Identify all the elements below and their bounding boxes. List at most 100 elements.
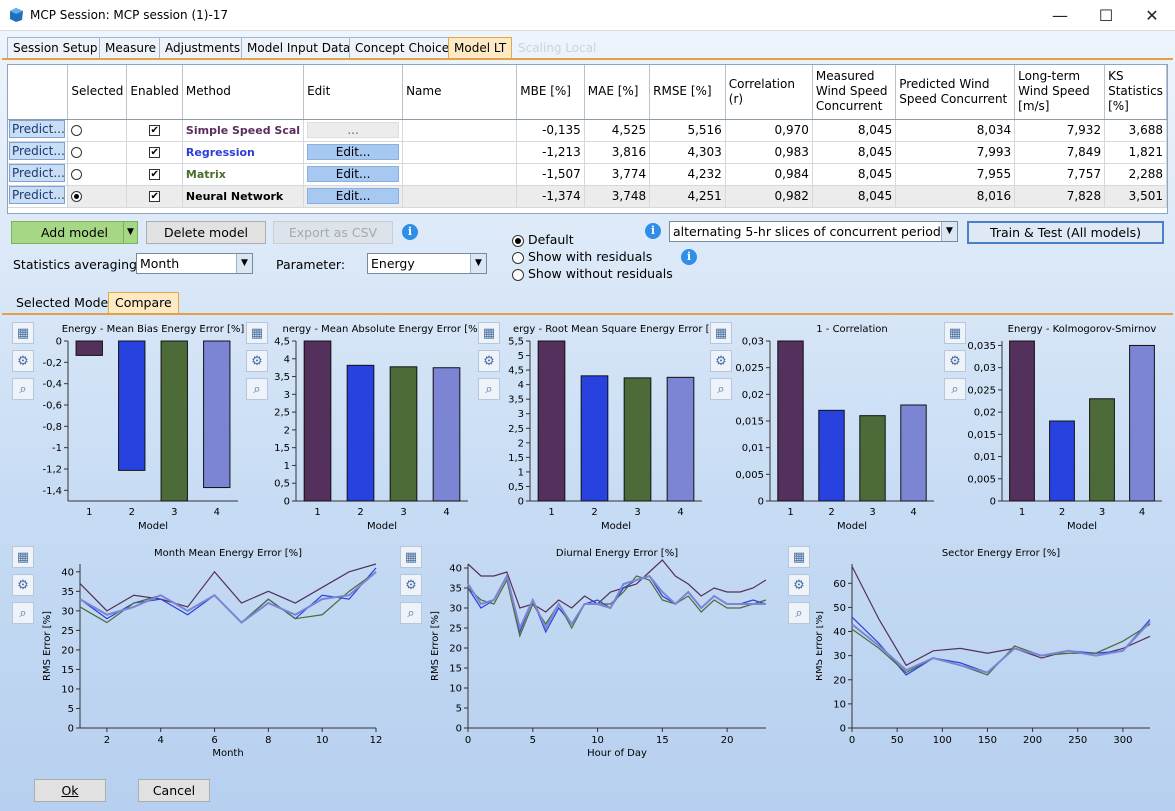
col-correlation: Correlation (r) [725, 65, 813, 120]
table-row[interactable]: Predict... ✔ Neural Network Edit... -1,374 3,… [8, 185, 1167, 208]
zoom-icon[interactable]: ⌕ [12, 602, 34, 624]
settings-gear-icon[interactable]: ⚙ [12, 350, 34, 372]
settings-gear-icon[interactable]: ⚙ [12, 574, 34, 596]
enabled-checkbox[interactable]: ✔ [149, 169, 161, 180]
radio-with-residuals[interactable]: Show with residuals [512, 249, 652, 264]
zoom-icon[interactable]: ⌕ [710, 378, 732, 400]
y-tick-label: 40 [833, 627, 846, 638]
slice-method-select[interactable]: alternating 5-hr slices of concurrent pe… [669, 221, 958, 242]
export-excel-icon[interactable]: ▦ [12, 322, 34, 344]
settings-gear-icon[interactable]: ⚙ [246, 350, 268, 372]
y-tick-label: 0 [518, 497, 524, 508]
enabled-checkbox[interactable]: ✔ [149, 147, 161, 158]
info-icon[interactable]: i [645, 223, 661, 239]
info-icon[interactable]: i [681, 249, 697, 265]
settings-gear-icon[interactable]: ⚙ [478, 350, 500, 372]
y-tick-label: -0,4 [42, 379, 62, 390]
method-cell: Neural Network [182, 185, 305, 208]
zoom-icon[interactable]: ⌕ [944, 378, 966, 400]
minimize-button[interactable]: — [1052, 6, 1068, 25]
bar [580, 375, 609, 502]
cancel-button[interactable]: Cancel [138, 779, 210, 802]
radio-without-residuals[interactable]: Show without residuals [512, 266, 673, 281]
export-excel-icon[interactable]: ▦ [12, 546, 34, 568]
export-excel-icon[interactable]: ▦ [788, 546, 810, 568]
y-tick-label: 35 [449, 584, 462, 595]
tab-model-lt[interactable]: Model LT [448, 37, 513, 58]
selected-radio[interactable] [71, 125, 83, 136]
name-cell[interactable] [402, 185, 518, 208]
x-tick-label: 3 [869, 507, 875, 518]
y-tick-label: 25 [61, 626, 74, 637]
chevron-down-icon[interactable]: ▼ [123, 222, 137, 243]
row-header[interactable]: Predict... [9, 185, 65, 204]
row-header[interactable]: Predict... [9, 163, 65, 182]
y-tick-label: 40 [61, 567, 74, 578]
tab-selected-model[interactable]: Selected Model [16, 295, 112, 310]
line-chart-1: Month Mean Energy Error [%] 0 5 10 15 20 25 30 3… [42, 548, 382, 759]
statistics-averaging-select[interactable]: Month ▼ [136, 253, 253, 274]
ks-cell: 3,501 [1104, 185, 1167, 208]
parameter-select[interactable]: Energy ▼ [367, 253, 487, 274]
y-tick-label: 0 [56, 337, 62, 348]
name-cell[interactable] [402, 119, 518, 142]
edit-button[interactable]: Edit... [307, 166, 400, 182]
selected-radio[interactable] [71, 147, 83, 158]
chevron-down-icon[interactable]: ▼ [470, 254, 486, 273]
edit-button[interactable]: ... [307, 122, 400, 138]
train-test-button[interactable]: Train & Test (All models) [967, 221, 1164, 244]
edit-button[interactable]: Edit... [307, 144, 400, 160]
chevron-down-icon[interactable]: ▼ [941, 222, 957, 241]
selected-radio[interactable] [71, 169, 83, 180]
radio-with-label: Show with residuals [528, 249, 653, 264]
maximize-button[interactable]: ☐ [1098, 6, 1114, 25]
settings-gear-icon[interactable]: ⚙ [944, 350, 966, 372]
zoom-icon[interactable]: ⌕ [478, 378, 500, 400]
name-cell[interactable] [402, 141, 518, 164]
zoom-icon[interactable]: ⌕ [246, 378, 268, 400]
selected-radio[interactable] [71, 191, 83, 202]
settings-gear-icon[interactable]: ⚙ [400, 574, 422, 596]
y-tick-label: 4 [284, 354, 290, 365]
tab-session-setup[interactable]: Session Setup [7, 37, 104, 58]
export-excel-icon[interactable]: ▦ [478, 322, 500, 344]
info-icon[interactable]: i [402, 224, 418, 240]
radio-default[interactable]: Default [512, 232, 574, 247]
row-header[interactable]: Predict... [9, 141, 65, 160]
name-cell[interactable] [402, 163, 518, 186]
x-tick-label: 4 [443, 507, 449, 518]
export-excel-icon[interactable]: ▦ [400, 546, 422, 568]
delete-model-button[interactable]: Delete model [146, 221, 266, 244]
x-tick-label: 10 [591, 735, 604, 746]
series-line [851, 616, 1151, 676]
zoom-icon[interactable]: ⌕ [12, 378, 34, 400]
table-row[interactable]: Predict... ✔ Matrix Edit... -1,507 3,774 4,232… [8, 163, 1167, 186]
enabled-checkbox[interactable]: ✔ [149, 125, 161, 136]
edit-button[interactable]: Edit... [307, 188, 400, 204]
close-button[interactable]: ✕ [1145, 6, 1159, 25]
export-excel-icon[interactable]: ▦ [246, 322, 268, 344]
tab-concept-choice[interactable]: Concept Choice [349, 37, 456, 58]
zoom-icon[interactable]: ⌕ [788, 602, 810, 624]
add-model-button[interactable]: Add model ▼ [11, 221, 138, 244]
measured-ws-cell: 8,045 [812, 185, 897, 208]
row-header[interactable]: Predict... [9, 119, 65, 138]
y-tick-label: 0,01 [742, 443, 764, 454]
bar-chart-2: nergy - Mean Absolute Energy Error [%] 0 0… [274, 324, 478, 532]
y-tick-label: 0 [990, 497, 996, 508]
chevron-down-icon[interactable]: ▼ [236, 254, 252, 273]
settings-gear-icon[interactable]: ⚙ [710, 350, 732, 372]
export-excel-icon[interactable]: ▦ [944, 322, 966, 344]
mae-cell: 3,774 [584, 163, 651, 186]
zoom-icon[interactable]: ⌕ [400, 602, 422, 624]
enabled-checkbox[interactable]: ✔ [149, 191, 161, 202]
settings-gear-icon[interactable]: ⚙ [788, 574, 810, 596]
table-row[interactable]: Predict... ✔ Regression Edit... -1,213 3,816 4… [8, 141, 1167, 164]
table-row[interactable]: Predict... ✔ Simple Speed Scal... -0,135 4,5… [8, 119, 1167, 142]
tab-compare[interactable]: Compare [108, 292, 179, 313]
tab-model-input-data[interactable]: Model Input Data [241, 37, 357, 58]
ok-button[interactable]: Ok [34, 779, 106, 802]
tab-measure[interactable]: Measure [99, 37, 162, 58]
export-excel-icon[interactable]: ▦ [710, 322, 732, 344]
tab-adjustments[interactable]: Adjustments [159, 37, 247, 58]
